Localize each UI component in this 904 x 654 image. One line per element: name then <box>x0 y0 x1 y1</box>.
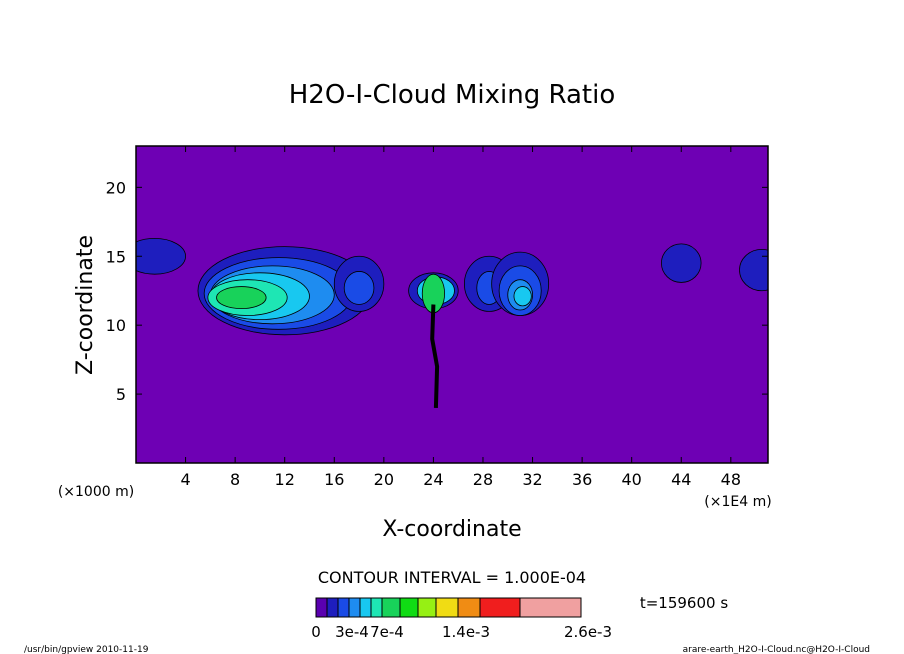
colorbar-label-2: 3e-4 <box>335 623 369 641</box>
y-tick-label-4: 20 <box>106 178 126 197</box>
contour-cell-7 <box>216 286 267 310</box>
x-axis: 4 8 12 16 20 24 28 32 36 40 44 48 <box>180 146 741 489</box>
colorbar-label-1: 0 <box>311 623 321 641</box>
colorbar-swatch-4 <box>348 597 361 618</box>
contour-interval-label: CONTOUR INTERVAL = 1.000E-04 <box>318 568 586 587</box>
x-tick-label-6: 24 <box>423 470 443 489</box>
x-tick-label-5: 20 <box>374 470 394 489</box>
colorbar-label-4: 1.4e-3 <box>442 623 490 641</box>
colorbar-swatch-6 <box>370 597 383 618</box>
x-tick-label-12: 48 <box>721 470 741 489</box>
x-unit-left: (×1000 m) <box>58 484 134 500</box>
colorbar-swatch-2 <box>326 597 339 618</box>
y-tick-label-3: 15 <box>106 247 126 266</box>
colorbar-swatch-10 <box>435 597 459 618</box>
footer-left: /usr/bin/gpview 2010-11-19 <box>24 645 149 654</box>
y-tick-label-1: 5 <box>116 385 126 404</box>
footer-right: arare-earth_H2O-I-Cloud.nc@H2O-I-Cloud <box>683 645 870 654</box>
contour-cell-1 <box>136 237 186 275</box>
x-tick-label-3: 12 <box>275 470 295 489</box>
colorbar-swatch-12 <box>479 597 521 618</box>
chart-title: H2O-I-Cloud Mixing Ratio <box>289 80 616 110</box>
x-tick-label-8: 32 <box>522 470 542 489</box>
y-tick-label-2: 10 <box>106 316 126 335</box>
contour-cell-18 <box>513 286 532 307</box>
colorbar-swatch-1 <box>315 597 328 618</box>
colorbar-label-3: 7e-4 <box>370 623 404 641</box>
colorbar-label-5: 2.6e-3 <box>564 623 612 641</box>
cloud-stalk <box>430 304 440 408</box>
x-tick-label-2: 8 <box>230 470 240 489</box>
contour-cell-9 <box>343 271 375 305</box>
x-tick-label-9: 36 <box>572 470 592 489</box>
plot-area <box>135 145 769 464</box>
x-tick-label-1: 4 <box>180 470 190 489</box>
x-tick-label-7: 28 <box>473 470 493 489</box>
colorbar-swatch-13 <box>519 597 582 618</box>
contour-cell-20 <box>739 248 768 292</box>
colorbar-swatch-9 <box>417 597 437 618</box>
x-tick-label-11: 44 <box>671 470 691 489</box>
colorbar-swatch-5 <box>359 597 372 618</box>
x-tick-label-4: 16 <box>324 470 344 489</box>
time-label: t=159600 s <box>640 594 728 612</box>
plot-frame <box>135 145 769 464</box>
y-axis: 5 10 15 20 <box>106 178 768 404</box>
contour-cell-19 <box>661 243 702 283</box>
x-unit-right: (×1E4 m) <box>704 494 771 510</box>
colorbar-swatch-7 <box>381 597 401 618</box>
colorbar-swatch-8 <box>399 597 419 618</box>
colorbar: 0 3e-4 7e-4 1.4e-3 2.6e-3 <box>311 597 612 641</box>
cloud-cells <box>136 237 768 336</box>
colorbar-swatch-3 <box>337 597 350 618</box>
colorbar-swatch-11 <box>457 597 481 618</box>
x-tick-label-10: 40 <box>622 470 642 489</box>
y-axis-label: Z-coordinate <box>73 235 98 375</box>
x-axis-label: X-coordinate <box>382 517 521 542</box>
